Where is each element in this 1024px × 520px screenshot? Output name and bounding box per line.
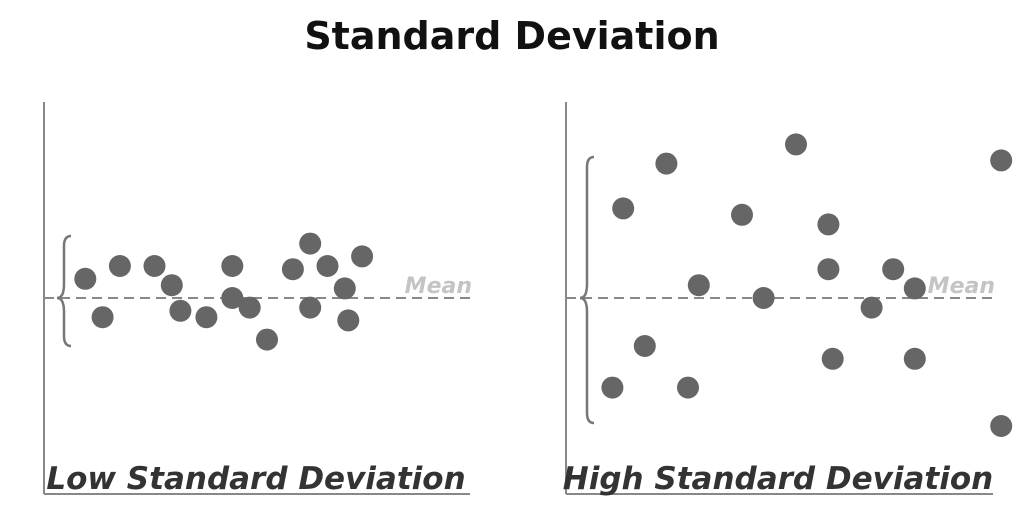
data-point xyxy=(195,306,218,329)
data-point xyxy=(169,299,192,322)
panel-label-high: High Standard Deviation xyxy=(563,461,993,497)
spread-bracket-high xyxy=(579,155,595,425)
data-point xyxy=(108,255,131,277)
mean-label-high: Mean xyxy=(928,274,995,299)
data-point xyxy=(731,203,753,226)
dots-low xyxy=(74,232,374,351)
data-point xyxy=(221,287,244,309)
panel-low-sd: Mean Low Standard Deviation xyxy=(43,102,472,497)
panel-high-sd: Mean High Standard Deviation xyxy=(563,102,1013,497)
data-point xyxy=(990,415,1013,437)
data-point xyxy=(299,296,322,319)
data-point xyxy=(633,335,656,357)
data-point xyxy=(687,274,710,297)
data-point xyxy=(677,376,699,399)
data-point xyxy=(351,245,374,268)
data-point xyxy=(882,258,905,281)
dots-high xyxy=(601,133,1013,437)
data-point xyxy=(655,152,678,175)
data-point xyxy=(221,255,244,277)
data-point xyxy=(785,133,807,156)
data-point xyxy=(160,274,183,297)
data-point xyxy=(238,296,261,319)
data-point xyxy=(316,255,339,277)
data-point xyxy=(74,267,97,290)
data-point xyxy=(91,306,114,329)
data-point xyxy=(333,277,356,300)
data-point xyxy=(256,328,278,351)
data-point xyxy=(612,197,635,220)
data-point xyxy=(817,258,840,281)
data-point xyxy=(990,149,1013,172)
data-point xyxy=(337,309,360,332)
data-point xyxy=(903,277,926,300)
mean-label-low: Mean xyxy=(405,274,472,299)
data-point xyxy=(817,213,840,236)
data-point xyxy=(143,255,166,277)
data-point xyxy=(903,347,926,370)
data-point xyxy=(821,347,844,370)
data-point xyxy=(281,258,304,281)
panel-label-low: Low Standard Deviation xyxy=(46,461,465,497)
data-point xyxy=(860,296,883,319)
data-point xyxy=(601,376,624,399)
data-point xyxy=(299,232,322,255)
spread-bracket-low xyxy=(56,234,72,348)
data-point xyxy=(752,287,775,309)
page-title: Standard Deviation xyxy=(304,14,720,58)
